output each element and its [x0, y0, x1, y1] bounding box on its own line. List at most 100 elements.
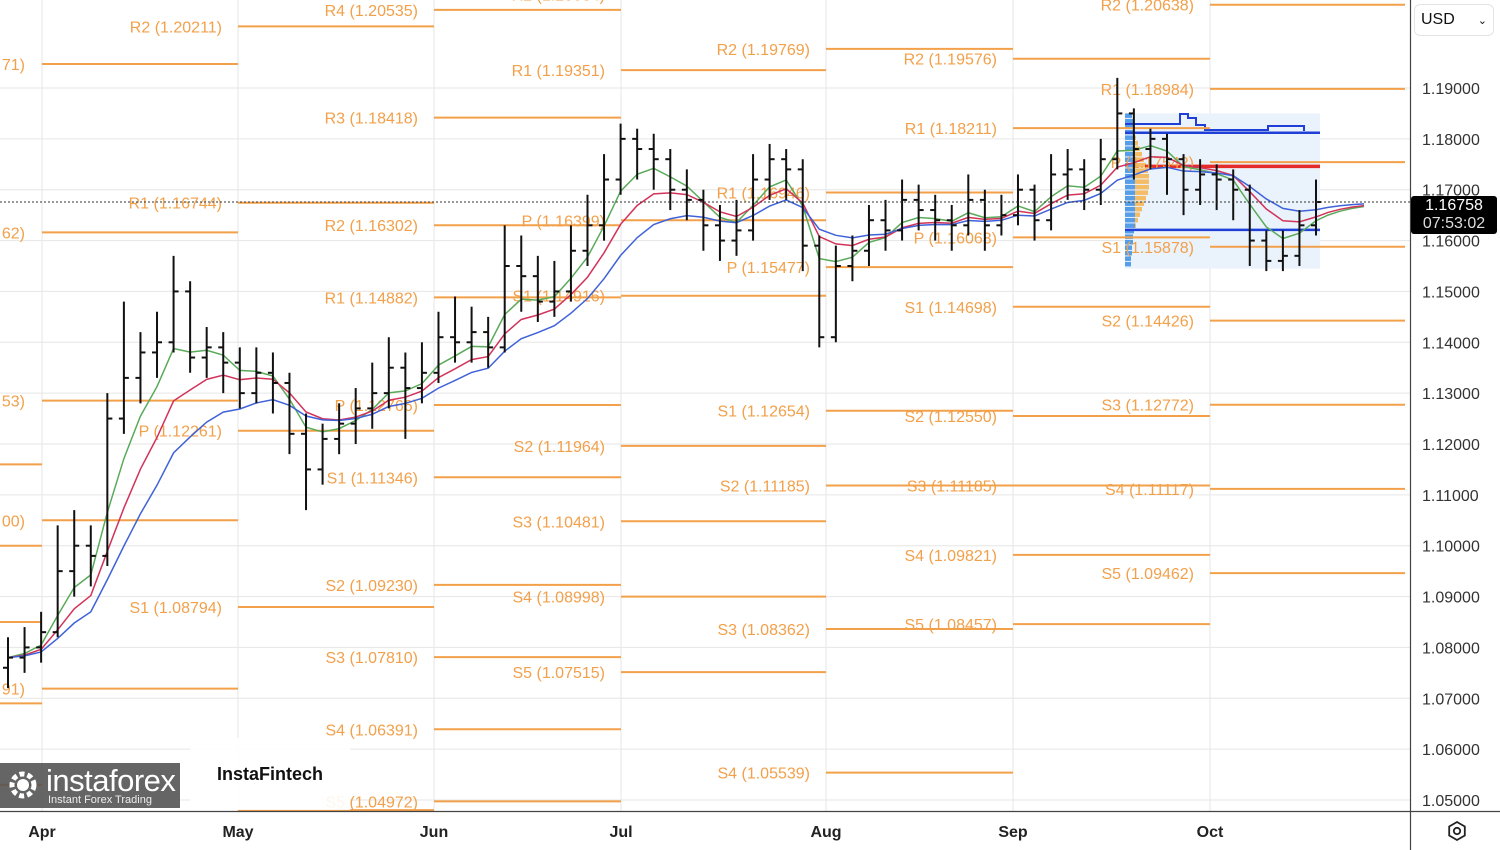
instaforex-logo: instaforex Instant Forex Trading [0, 763, 180, 808]
profile-bar-orange [1135, 223, 1136, 228]
y-tick-label: 1.15000 [1422, 284, 1480, 301]
profile-bar [1125, 256, 1131, 261]
ma-slow-line [7, 166, 1365, 659]
pivot-label: S3 (1.12772) [1101, 398, 1194, 415]
ohlc-bar [946, 204, 957, 251]
ohlc-bar [880, 199, 891, 251]
logo-tagline: Instant Forex Trading [48, 794, 152, 806]
ohlc-bar [301, 413, 312, 511]
pivot-label: 91) [2, 682, 25, 699]
profile-bar [1125, 140, 1135, 146]
profile-bar [1125, 206, 1135, 212]
x-tick-label: May [222, 824, 253, 841]
ohlc-bar [234, 347, 245, 409]
pivot-label: S2 (1.09230) [325, 578, 418, 595]
ohlc-bar [1195, 159, 1206, 205]
pivot-label: S3 (1.10481) [512, 514, 605, 531]
ohlc-bar [599, 154, 610, 241]
pivot-label: S4 (1.06391) [325, 722, 418, 739]
chevron-down-icon: ⌄ [1477, 14, 1487, 27]
pivot-label: S5 (1.08457) [904, 617, 997, 634]
pivot-label: S2 (1.11964) [514, 439, 605, 456]
pivot-label: S4 (1.11117) [1105, 482, 1194, 499]
profile-bar-orange [1135, 201, 1144, 206]
ohlc-bar [350, 388, 361, 444]
ohlc-bar [367, 362, 378, 429]
ohlc-bar [565, 225, 576, 302]
x-tick-label: Jul [609, 824, 632, 841]
ohlc-bar [1244, 184, 1255, 266]
y-tick-label: 1.19000 [1422, 81, 1480, 98]
ohlc-bar [681, 169, 692, 221]
pivot-label: R1 (1.19351) [512, 63, 605, 80]
pivot-label: R1 (1.18984) [1101, 82, 1194, 99]
ohlc-bar [1277, 230, 1288, 272]
pivot-label: S2 (1.14426) [1101, 314, 1194, 331]
ohlc-bar [1145, 128, 1156, 170]
y-tick-label: 1.08000 [1422, 640, 1480, 657]
ohlc-bar [714, 204, 725, 261]
price-axis-bg[interactable] [1410, 0, 1500, 812]
ohlc-bar [1029, 184, 1040, 241]
ohlc-bar [847, 235, 858, 282]
x-tick-label: Sep [998, 824, 1028, 841]
profile-bar [1125, 179, 1135, 184]
profile-bar [1125, 184, 1135, 190]
pivot-label: P (1.16399) [522, 213, 605, 230]
ohlc-bar [897, 179, 908, 241]
ohlc-bar [267, 352, 278, 414]
ohlc-bar [383, 337, 394, 409]
pivot-label: S5 (1.07515) [512, 665, 605, 682]
ohlc-bar [400, 352, 411, 439]
pivot-label: R1 (1.16744) [129, 196, 222, 213]
profile-bar [1125, 223, 1135, 228]
profile-bar [1125, 190, 1135, 195]
ohlc-bar [582, 194, 593, 266]
profile-bar-orange [1135, 135, 1136, 140]
settings-gear-icon[interactable] [1446, 820, 1468, 842]
profile-bar [1125, 201, 1135, 206]
currency-select[interactable]: USD ⌄ [1414, 4, 1494, 36]
pivot-label: R4 (1.20535) [325, 3, 418, 20]
pivot-label: R2 (1.20638) [1101, 0, 1194, 15]
ohlc-bar [1161, 133, 1172, 195]
y-tick-label: 1.13000 [1422, 386, 1480, 403]
y-tick-label: 1.16000 [1422, 234, 1480, 251]
ohlc-bar [1012, 174, 1023, 226]
pivot-label: P (1.17542) [1111, 155, 1194, 172]
pivot-label: S5 (1.09462) [1101, 566, 1194, 583]
ohlc-bar [1128, 108, 1139, 180]
profile-bar [1125, 146, 1135, 151]
gear-logo-icon [9, 771, 37, 799]
ohlc-bar [1261, 230, 1272, 272]
pivot-label: S3 (1.07810) [325, 650, 418, 667]
ohlc-bar [632, 128, 643, 180]
profile-bar [1125, 118, 1133, 124]
pivot-label: R2 (1.20211) [130, 19, 222, 36]
time-axis[interactable]: Apr May Jun Jul Aug Sep Oct [28, 824, 1224, 841]
y-tick-label: 1.10000 [1422, 539, 1480, 556]
y-tick-label: 1.09000 [1422, 590, 1480, 607]
pivot-label: S4 (1.09821) [904, 548, 997, 565]
current-price-tag: 1.16758 07:53:02 [1411, 196, 1497, 234]
pivot-label: R2 (1.16302) [325, 218, 418, 235]
ohlc-bar [996, 194, 1007, 236]
pivot-label: S1 (1.08794) [129, 600, 222, 617]
current-price-value: 1.16758 [1425, 197, 1483, 214]
profile-bar [1125, 261, 1131, 267]
price-axis[interactable]: 1.19000 1.18000 1.17000 1.16000 1.15000 1.140… [1422, 81, 1480, 810]
x-tick-label: Jun [420, 824, 448, 841]
profile-bar-orange [1135, 217, 1138, 223]
pivot-label: S3 (1.11185) [907, 478, 997, 495]
y-tick-label: 1.12000 [1422, 437, 1480, 454]
pivot-label: S1 (1.12654) [717, 404, 810, 421]
profile-bar [1125, 151, 1135, 157]
profile-step-line [1125, 113, 1305, 131]
ma-mid-line [7, 155, 1365, 659]
pivot-label: S4 (1.08998) [512, 590, 605, 607]
pivot-label: R1 (1.18211) [905, 121, 997, 138]
ohlc-bar [1095, 138, 1106, 205]
ohlc-bars [3, 77, 1321, 689]
ohlc-bar [3, 637, 13, 689]
